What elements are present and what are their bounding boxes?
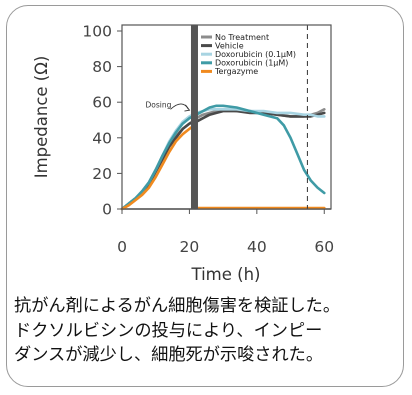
x-tick-label-2: 40 [247, 238, 267, 256]
legend-label-1: No Treatment [215, 33, 269, 42]
legend-label-5: Tergazyme [214, 67, 258, 76]
legend-label-3: Doxorubicin (0.1µM) [215, 50, 296, 59]
caption-line-1: 抗がん剤によるがん細胞傷害を検証した。 [14, 296, 341, 316]
y-tick-label-2: 40 [92, 129, 112, 147]
x-axis-label: Time (h) [191, 265, 261, 284]
x-tick-label-3: 60 [314, 238, 334, 256]
x-tick-label-1: 20 [180, 238, 200, 256]
series-line-4 [120, 104, 326, 211]
dosing-annotation: Dosing [145, 101, 171, 110]
legend-label-2: Vehicle [215, 41, 244, 50]
legend-label-4: Doxorubicin (1µM) [215, 59, 288, 68]
dosing-arrowhead [184, 104, 191, 112]
x-tick-label-0: 0 [117, 238, 127, 256]
y-tick-label-1: 20 [92, 165, 112, 183]
y-tick-label-4: 80 [92, 58, 112, 76]
figure-caption: 抗がん剤によるがん細胞傷害を検証した。 ドクソルビシンの投与により、インピー ダ… [14, 294, 404, 368]
series-line-5 [120, 124, 326, 211]
figure-card [6, 5, 404, 387]
caption-line-3: ダンスが減少し、細胞死が示唆された。 [14, 345, 324, 365]
y-tick-label-3: 60 [92, 94, 112, 112]
series-line-3 [120, 108, 326, 211]
impedance-chart: Dosing 0 20 40 60 80 100 0 20 40 60 Time (h) Impeda… [32, 23, 334, 285]
series-line-1 [120, 108, 326, 211]
series-line-2 [120, 109, 326, 211]
y-axis-label: Impedance (Ω) [32, 56, 51, 179]
caption-line-2: ドクソルビシンの投与により、インピー [14, 320, 323, 341]
plot-frame [121, 24, 332, 210]
y-tick-label-0: 0 [102, 201, 112, 219]
dosing-marker [190, 25, 198, 209]
y-tick-label-5: 100 [82, 23, 112, 41]
